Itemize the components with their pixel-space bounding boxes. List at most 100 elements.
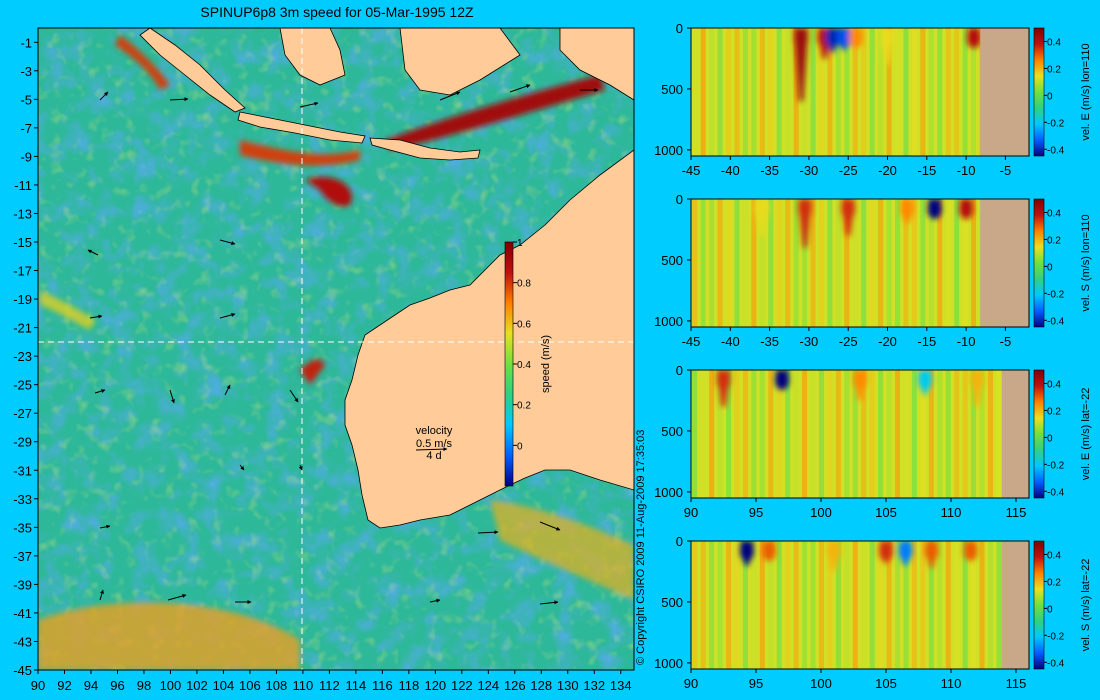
- section-x-tick-label: -45: [682, 334, 701, 349]
- map-x-tick-label: 132: [583, 678, 605, 693]
- section-x-tick-label: -45: [682, 163, 701, 178]
- section-streak: [911, 370, 917, 498]
- map-x-tick-label: 110: [293, 678, 314, 693]
- map-y-tick-label: -43: [13, 634, 32, 649]
- map-y-tick-label: -11: [14, 178, 32, 193]
- section-colorbar-tick-label: -0.2: [1047, 460, 1065, 471]
- section-streak: [911, 28, 917, 156]
- section-streak: [709, 28, 715, 156]
- section-y-tick-label: 500: [661, 424, 683, 439]
- section-streak: [928, 541, 934, 669]
- section-streak: [759, 28, 765, 156]
- section-feature-core: [775, 370, 789, 390]
- section-streak: [903, 199, 909, 327]
- section-x-tick-label: -20: [878, 334, 897, 349]
- map-panel: 90 92 94 96 98 100 102 104 106 108 110 112 114 116 118…: [13, 27, 635, 693]
- map-x-tick-label: 92: [57, 678, 71, 693]
- section-colorbar-tick-label: 0: [1047, 91, 1053, 102]
- speed-colorbar-tick-label: 1: [517, 238, 523, 249]
- section-streak: [954, 28, 960, 156]
- section-streak: [954, 370, 960, 498]
- section-streak: [810, 370, 816, 498]
- section-streak: [962, 199, 968, 327]
- section-x-tick-label: -35: [760, 334, 779, 349]
- section-y-tick-label: 0: [676, 21, 683, 36]
- section-x-tick-label: 90: [684, 505, 698, 520]
- section-colorbar-tick-label: 0: [1047, 604, 1053, 615]
- section-x-tick-label: 110: [941, 676, 962, 691]
- section-streak: [895, 370, 901, 498]
- section-streak: [818, 199, 824, 327]
- section-frame: [690, 540, 1030, 670]
- speed-colorbar: 0 0.2 0.4 0.6 0.8 1 speed (m/s): [504, 238, 552, 487]
- map-x-tick-label: 94: [84, 678, 98, 693]
- section-seabed: [1001, 541, 1029, 669]
- section-y-tick-label: 500: [661, 253, 683, 268]
- section-x-tick-label: -10: [957, 163, 976, 178]
- section-streak: [692, 370, 698, 498]
- map-y-tick-label: -41: [13, 606, 32, 621]
- section-x-tick-label: 100: [810, 505, 832, 520]
- section-streak: [962, 370, 968, 498]
- speed-colorbar-tick-label: 0.2: [517, 401, 531, 412]
- section-seabed: [1001, 370, 1029, 498]
- section-streak: [827, 541, 833, 669]
- section-streak: [776, 370, 782, 498]
- map-x-tick-label: 122: [451, 678, 473, 693]
- section-streak: [793, 370, 799, 498]
- section-streak: [717, 199, 723, 327]
- section-streak: [742, 28, 748, 156]
- section-x-tick-label: 110: [941, 505, 962, 520]
- section-y-tick-label: 0: [676, 534, 683, 549]
- map-y-tick-label: -45: [13, 663, 32, 678]
- map-y-tick-label: -23: [13, 349, 32, 364]
- section-x-tick-label: -35: [760, 163, 779, 178]
- map-x-tick-label: 112: [319, 678, 340, 693]
- section-panel-1: -45 -40 -35 -30 -25 -20 -15 -10 -5 0 500 1000 0.4 0.2…: [654, 21, 1092, 178]
- section-colorbar-tick-label: 0.2: [1047, 406, 1061, 417]
- map-y-tick-label: -39: [13, 577, 32, 592]
- section-x-tick-label: 105: [875, 505, 897, 520]
- section-streak: [861, 370, 867, 498]
- section-x-tick-label: 95: [749, 505, 763, 520]
- section-colorbar-tick-label: -0.4: [1047, 487, 1065, 498]
- section-feature-core: [927, 199, 942, 219]
- section-feature-core: [716, 370, 731, 390]
- section-streak: [785, 28, 791, 156]
- section-streak: [759, 199, 765, 327]
- section-streak: [717, 541, 723, 669]
- map-frame: [37, 27, 635, 671]
- sulawesi-land: [399, 28, 521, 96]
- section-streak: [945, 199, 951, 327]
- velocity-legend: velocity 0.5 m/s 4 d: [416, 425, 453, 462]
- section-panel-4: 90 95 100 105 110 115 0 500 1000 0.4 0.2 0 -0.2 -0.4 v…: [654, 534, 1092, 691]
- section-streak: [971, 370, 977, 498]
- section-x-tick-label: 115: [1006, 505, 1027, 520]
- chart-title: SPINUP6p8 3m speed for 05-Mar-1995 12Z: [200, 4, 474, 20]
- section-x-tick-label: -15: [917, 163, 936, 178]
- section-streak: [768, 28, 774, 156]
- velocity-vectors: [87, 84, 599, 605]
- map-x-tick-label: 100: [160, 678, 182, 693]
- map-y-tick-label: -25: [13, 378, 32, 393]
- section-colorbar-tick-label: 0.2: [1047, 64, 1061, 75]
- speed-colorbar-tick-label: 0: [517, 441, 523, 452]
- section-streak: [802, 28, 808, 156]
- velocity-legend-duration: 4 d: [426, 450, 441, 462]
- section-streak: [709, 541, 715, 669]
- map-y-tick-label: -35: [13, 520, 32, 535]
- section-streak: [785, 370, 791, 498]
- section-streak: [759, 541, 765, 669]
- map-x-tick-label: 106: [239, 678, 261, 693]
- section-streak: [734, 541, 740, 669]
- section-x-tick-label: -30: [800, 334, 819, 349]
- section-streak: [971, 199, 977, 327]
- section-panel-3: 90 95 100 105 110 115 0 500 1000 0.4 0.2 0 -0.2 -0.4 v…: [654, 363, 1092, 520]
- section-streak: [768, 370, 774, 498]
- section-x-tick-label: -5: [1000, 163, 1012, 178]
- section-streak: [692, 28, 698, 156]
- section-y-tick-label: 500: [661, 82, 683, 97]
- section-streak: [726, 199, 732, 327]
- section-seabed: [980, 199, 1029, 327]
- section-streak: [852, 28, 858, 156]
